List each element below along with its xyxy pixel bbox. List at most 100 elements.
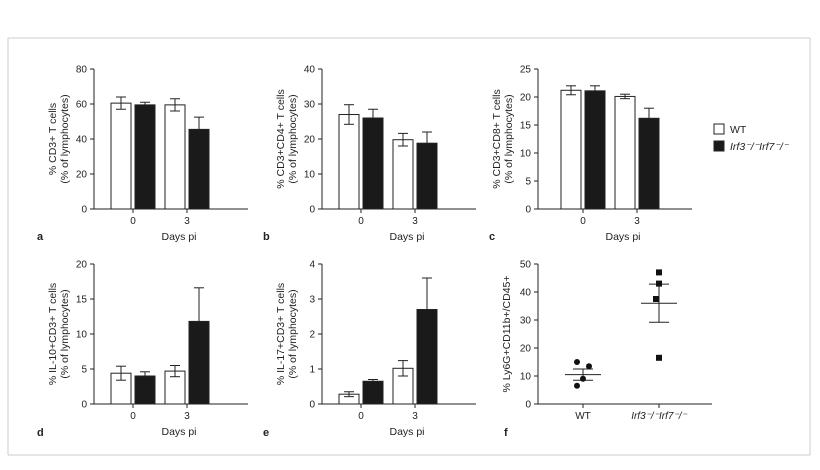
bar-ko [416, 309, 438, 405]
y-tick-label: 2 [309, 330, 315, 341]
y-axis-label: % IL-10+CD3+ T cells [47, 283, 59, 385]
legend-ko-label: Irf3⁻/⁻Irf7⁻/⁻ [730, 141, 790, 153]
y-tick-label: 10 [76, 330, 88, 341]
bar-ko [362, 117, 384, 210]
data-point-ko [656, 280, 662, 287]
bar-wt [338, 114, 360, 210]
y-tick-label: 4 [309, 260, 315, 271]
panel-letter: f [504, 427, 508, 439]
x-axis-label: Days pi [389, 231, 424, 243]
y-axis-label-sub: (% of lymphocytes) [287, 289, 299, 378]
x-tick-label: 0 [130, 216, 136, 227]
y-tick-label: 0 [81, 205, 87, 216]
data-point-wt [574, 359, 580, 365]
x-tick-label: 3 [412, 216, 418, 227]
y-tick-label: 0 [525, 400, 531, 411]
y-tick-label: 80 [76, 65, 88, 76]
y-tick-label: 30 [520, 316, 532, 327]
y-tick-label: 20 [304, 135, 316, 146]
y-axis-label-sub: (% of lymphocytes) [59, 94, 71, 183]
data-point-ko [653, 296, 659, 302]
x-axis-label: Days pi [161, 426, 196, 438]
y-tick-label: 5 [81, 365, 87, 376]
y-axis-label-sub: (% of lymphocytes) [59, 289, 71, 378]
bar-ko [584, 90, 606, 210]
y-axis-label: % Ly6G+CD11b+/CD45+ [501, 275, 513, 392]
y-tick-label: 60 [76, 100, 88, 111]
x-axis-label: Days pi [389, 426, 424, 438]
bar-wt [110, 102, 132, 210]
y-tick-label: 25 [520, 65, 532, 76]
y-tick-label: 40 [76, 135, 88, 146]
x-tick-label: WT [575, 411, 591, 422]
x-tick-label: 0 [130, 411, 136, 422]
x-tick-label: 3 [634, 216, 640, 227]
x-axis-label: Days pi [605, 231, 640, 243]
y-tick-label: 20 [76, 170, 88, 181]
bar-wt [614, 95, 636, 210]
bar-wt [392, 139, 414, 210]
y-tick-label: 15 [520, 121, 532, 132]
bar-ko [638, 117, 660, 210]
data-point-ko [656, 269, 662, 276]
y-tick-label: 20 [520, 344, 532, 355]
x-axis-label: Days pi [161, 231, 196, 243]
legend-wt-label: WT [730, 124, 747, 136]
data-point-wt [574, 382, 580, 389]
y-tick-label: 0 [525, 205, 531, 216]
y-axis-label: % CD3+CD8+ T cells [491, 89, 503, 188]
y-tick-label: 20 [520, 93, 532, 104]
bar-ko [416, 142, 438, 210]
x-tick-label: Irf3⁻/⁻Irf7⁻/⁻ [631, 411, 687, 422]
x-tick-label: 3 [184, 216, 190, 227]
y-axis-label-sub: (% of lymphocytes) [287, 94, 299, 183]
x-tick-label: 0 [358, 216, 364, 227]
panel-f: 0 10 20 30 40 50 % Ly6G+CD11b+/CD45+ f WT Irf3⁻/⁻… [501, 260, 712, 439]
legend-wt-swatch [713, 123, 725, 135]
panel-letter: a [37, 231, 44, 243]
y-tick-label: 40 [304, 65, 316, 76]
y-tick-label: 1 [309, 365, 315, 376]
y-tick-label: 0 [309, 205, 315, 216]
panel-letter: c [489, 231, 495, 243]
y-axis-label-sub: (% of lymphocytes) [503, 94, 515, 183]
bar-wt [164, 104, 186, 210]
y-axis-label: % CD3+ T cells [47, 103, 59, 175]
bar-wt [560, 89, 582, 210]
data-point-wt [586, 363, 592, 370]
panel-letter: d [37, 427, 44, 439]
y-tick-label: 20 [76, 260, 88, 271]
y-tick-label: 5 [525, 177, 531, 188]
bar-ko [134, 104, 156, 210]
y-tick-label: 0 [309, 400, 315, 411]
y-tick-label: 10 [520, 372, 532, 383]
y-tick-label: 3 [309, 295, 315, 306]
x-tick-label: 0 [358, 411, 364, 422]
data-point-wt [580, 375, 586, 382]
legend: WT Irf3⁻/⁻Irf7⁻/⁻ [713, 123, 790, 153]
data-point-ko [656, 354, 662, 361]
panel-letter: e [263, 427, 269, 439]
bar-ko [362, 380, 384, 405]
y-tick-label: 0 [81, 400, 87, 411]
y-tick-label: 10 [520, 149, 532, 160]
x-tick-label: 0 [580, 216, 586, 227]
panel-d: 0 5 10 15 20 % IL-10+CD3+ T cells (% of lympho… [37, 260, 248, 439]
bar-ko [188, 128, 210, 210]
y-tick-label: 50 [520, 260, 532, 271]
x-tick-label: 3 [184, 411, 190, 422]
x-tick-label: 3 [412, 411, 418, 422]
y-axis-label: % CD3+CD4+ T cells [275, 89, 287, 188]
bar-ko [134, 375, 156, 405]
y-tick-label: 40 [520, 288, 532, 299]
y-tick-label: 30 [304, 100, 316, 111]
panel-a: 0 20 40 60 80 % CD3+ T cells (% of lymphocytes… [37, 65, 248, 243]
y-axis-label: % IL-17+CD3+ T cells [275, 283, 287, 385]
y-tick-label: 15 [76, 295, 88, 306]
panel-e: 0 1 2 3 4 % IL-17+CD3+ T cells (% of lymphocyt… [263, 260, 476, 439]
panel-c: 0 5 10 15 20 25 % CD3+CD8+ T cells (% of lympho… [489, 65, 692, 243]
panel-letter: b [263, 231, 270, 243]
